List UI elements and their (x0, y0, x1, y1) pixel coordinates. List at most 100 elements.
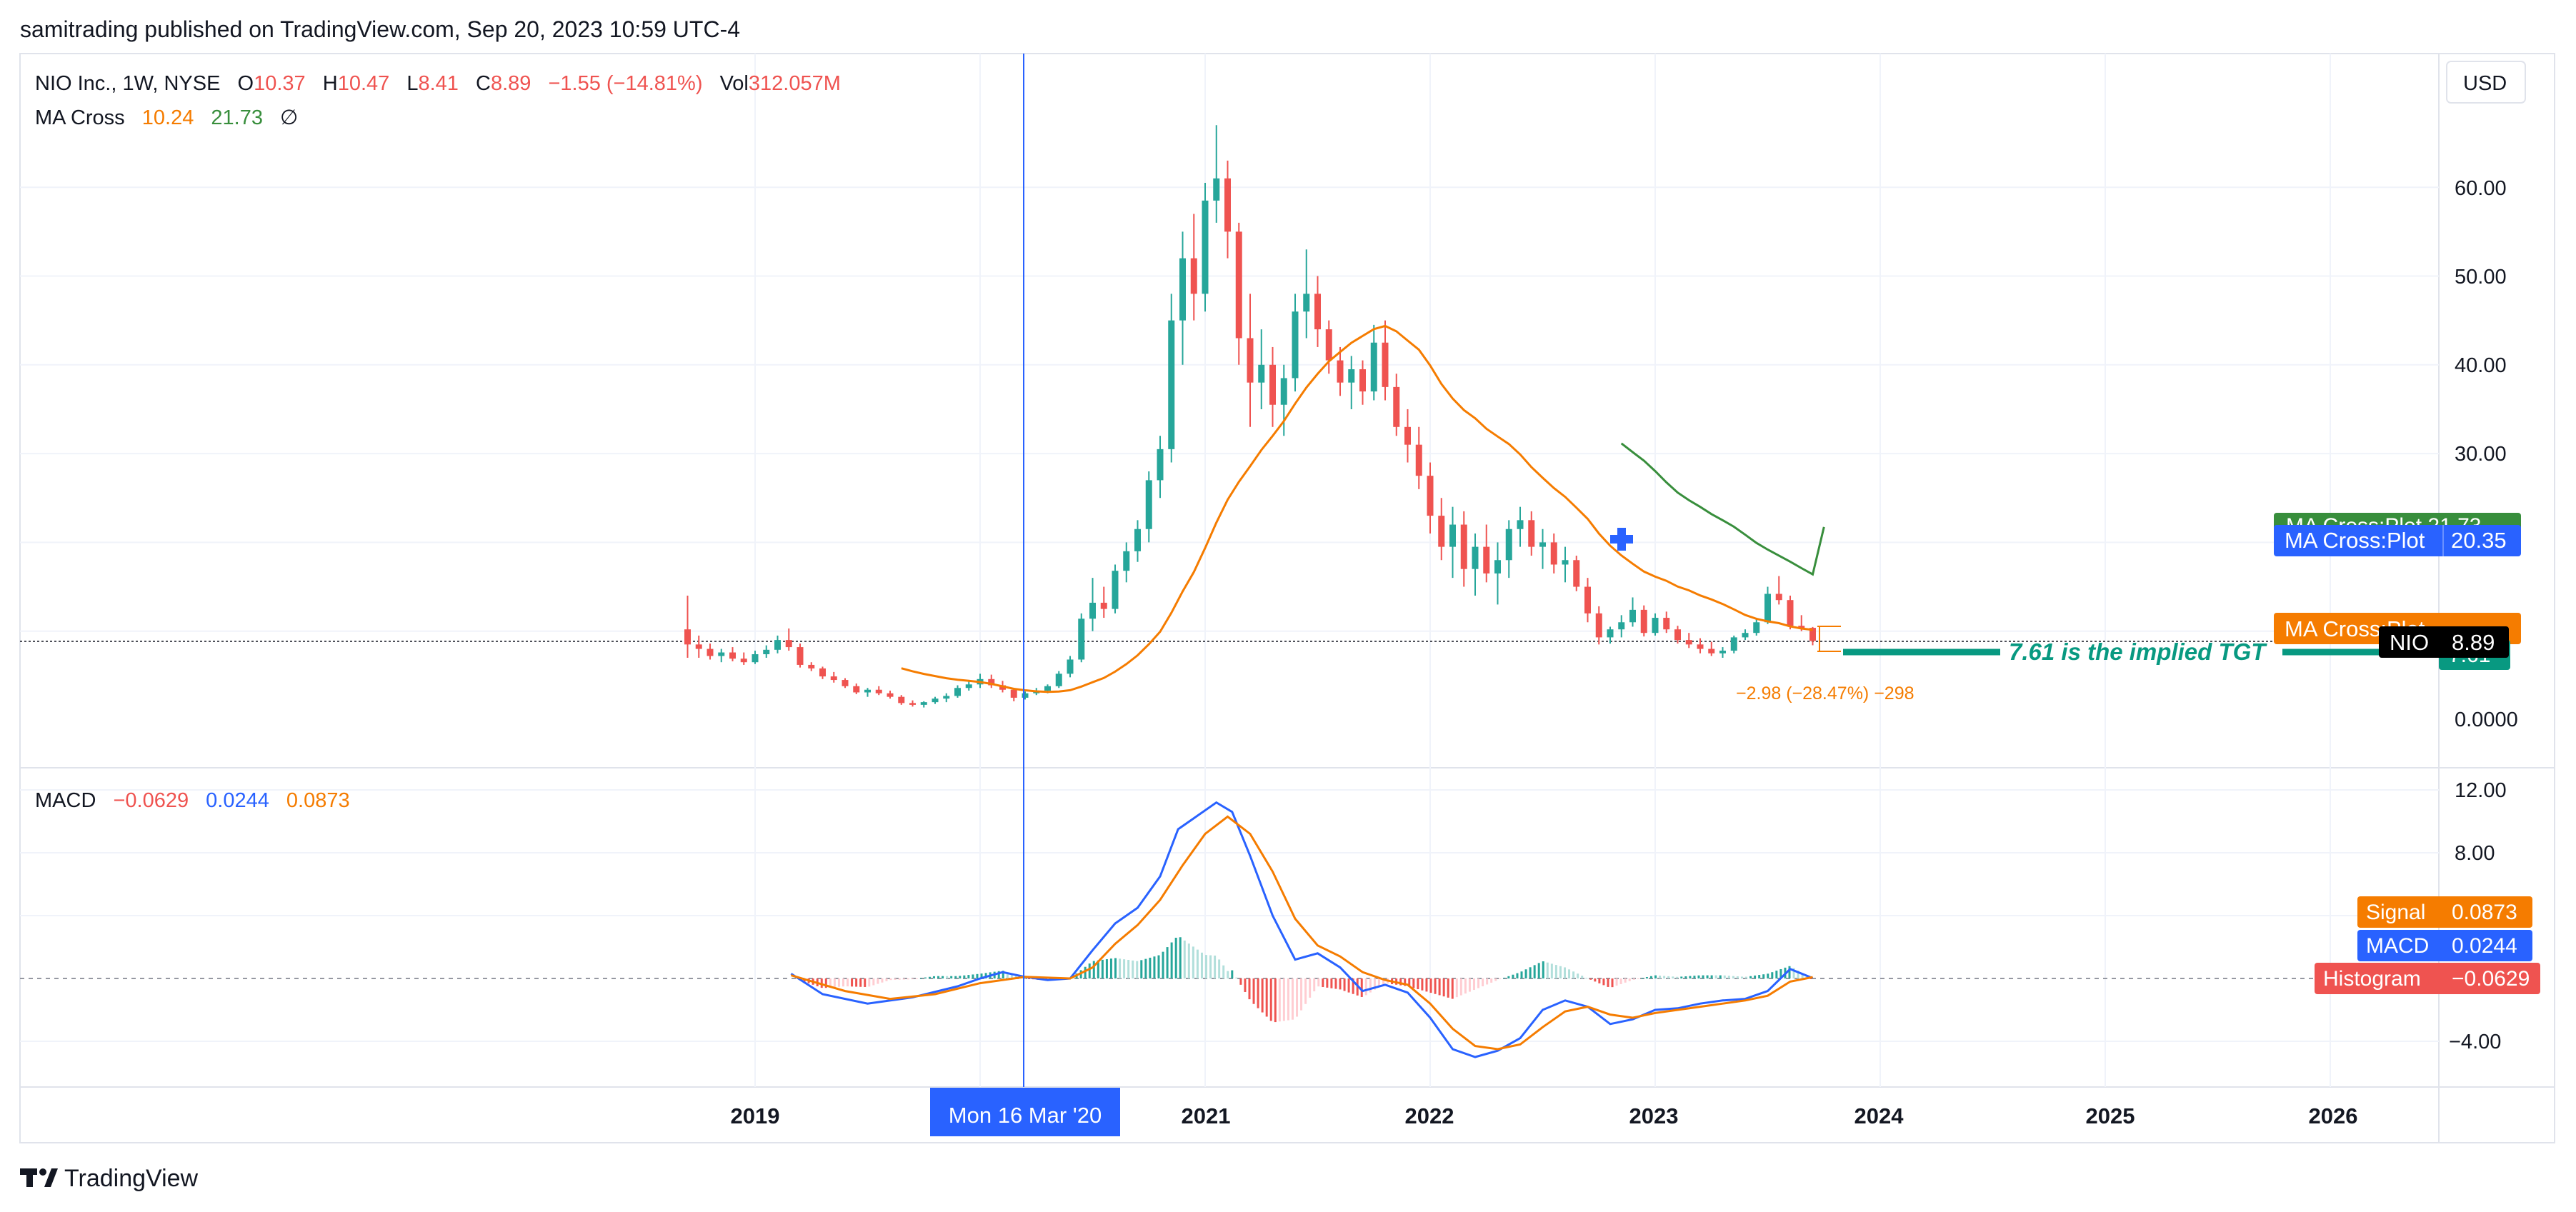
histogram-bar (1014, 975, 1017, 978)
svg-text:MACD −0.0629 0.024: MACD −0.0629 0.0244 0.0873 (35, 789, 350, 812)
histogram-bar (1153, 956, 1156, 978)
histogram-bar (1287, 978, 1289, 1021)
candle-body (1280, 378, 1287, 405)
histogram-bar (1313, 978, 1316, 992)
candle-body (1562, 560, 1569, 565)
histogram-bar (1192, 946, 1194, 978)
ma-cross-legend[interactable]: MA Cross 10.24 21.73 ∅ (35, 106, 298, 129)
candle-body (1719, 651, 1726, 653)
tradingview-logo-text: TradingView (64, 1165, 199, 1192)
histogram-bar (1607, 978, 1609, 987)
histogram-bar (1109, 958, 1112, 978)
histogram-bar (1101, 959, 1104, 978)
currency-button[interactable]: USD (2446, 61, 2526, 104)
histogram-bar (954, 976, 957, 978)
histogram-bar (1282, 978, 1285, 1021)
chart-frame (19, 53, 2555, 1143)
histogram-bar (928, 976, 931, 978)
candle-body (1483, 546, 1490, 574)
target-annotation[interactable]: 7.61 is the implied TGT (2009, 638, 2267, 665)
time-axis[interactable]: 2019 2021 2022 2023 2024 2025 2026 (731, 1103, 2358, 1128)
histogram-bar (1239, 978, 1242, 985)
histogram-bar (942, 976, 944, 978)
price-axis[interactable]: 60.00 50.00 40.00 30.00 0.0000 (2455, 177, 2518, 731)
histogram-bar (1364, 978, 1367, 996)
candle-body (875, 689, 882, 693)
high-value: 10.47 (338, 72, 390, 95)
measure-tool[interactable]: −2.98 (−28.47%) −298 (1736, 626, 1914, 703)
histogram-bar (872, 978, 875, 986)
histogram-bar (1296, 978, 1299, 1017)
histogram-bar (855, 978, 858, 987)
histogram-bar (1577, 973, 1579, 978)
histogram-bar (1524, 969, 1527, 978)
macd-axis[interactable]: 12.00 8.00 −4.00 (2449, 779, 2507, 1053)
histogram-bar (1291, 978, 1294, 1020)
ma-slow-line (1620, 442, 1825, 576)
symbol-badge-label: NIO (2390, 630, 2429, 655)
candle-body (1247, 338, 1254, 383)
histogram-bar (1494, 978, 1497, 981)
candle-body (887, 693, 894, 697)
histogram-bar (1637, 978, 1639, 979)
histogram-bar (1598, 978, 1601, 983)
candle-body (1303, 294, 1310, 312)
histogram-bar (1114, 958, 1117, 978)
histogram-bar (1274, 978, 1277, 1023)
histogram-bar (1408, 978, 1411, 987)
histogram-bar (1300, 978, 1303, 1011)
svg-text:NIO Inc., 1W, NYSE O10.3: NIO Inc., 1W, NYSE O10.37 H10.47 L8.41 C… (35, 72, 841, 95)
histogram-bar (1615, 978, 1618, 986)
histogram-bar (1732, 976, 1734, 978)
histogram-bar (1550, 963, 1553, 978)
histogram-bar (1244, 978, 1247, 992)
price-tick: 50.00 (2455, 266, 2507, 289)
candle-body (1190, 258, 1197, 294)
histogram-bar (1745, 976, 1748, 978)
histogram-bar (1624, 978, 1627, 983)
time-tick: 2025 (2086, 1103, 2135, 1128)
histogram-bar (1740, 976, 1743, 978)
candle-body (988, 678, 995, 686)
histogram-bar (1425, 978, 1428, 992)
histogram-bar (1563, 967, 1566, 978)
candle-body (1539, 542, 1546, 547)
histogram-bar (915, 978, 918, 979)
histogram-bar (1144, 958, 1147, 978)
histogram-bar (1257, 978, 1259, 1008)
histogram-bar (1654, 975, 1657, 978)
histogram-bar (980, 973, 983, 978)
symbol-legend[interactable]: NIO Inc., 1W, NYSE O10.37 H10.47 L8.41 C… (35, 72, 841, 95)
histogram-bar (1723, 975, 1726, 978)
histogram-bar (1581, 976, 1584, 978)
histogram-bar (1749, 976, 1752, 978)
histogram-bar (1010, 973, 1013, 978)
histogram-bar (1542, 961, 1544, 978)
high-label: H (323, 72, 338, 95)
candle-body (1168, 320, 1175, 449)
candle-body (1022, 693, 1029, 698)
candle-body (1629, 609, 1636, 623)
candle-body (1089, 602, 1096, 619)
histogram-bar (1002, 971, 1004, 978)
price-tick: 60.00 (2455, 177, 2507, 200)
histogram-bar (1805, 976, 1808, 978)
histogram-bar (1486, 978, 1489, 985)
histogram-bar (937, 976, 940, 978)
histogram-bar (1218, 959, 1221, 978)
measure-label: −2.98 (−28.47%) −298 (1736, 683, 1914, 703)
candle-body (763, 649, 770, 655)
histogram-bar (1529, 967, 1532, 978)
candle-body (1404, 426, 1411, 445)
price-tick: 30.00 (2455, 443, 2507, 466)
histogram-bar (1227, 971, 1229, 978)
histogram-bar (1084, 966, 1087, 978)
candle-body (1427, 476, 1434, 516)
time-tick: 2023 (1629, 1103, 1679, 1128)
candle-body (1505, 529, 1512, 561)
macd-legend[interactable]: MACD −0.0629 0.0244 0.0873 (35, 789, 350, 812)
tradingview-logo[interactable]: TradingView (20, 1165, 199, 1192)
volume-value: 312.057M (749, 72, 841, 95)
time-grid (754, 54, 2331, 1087)
